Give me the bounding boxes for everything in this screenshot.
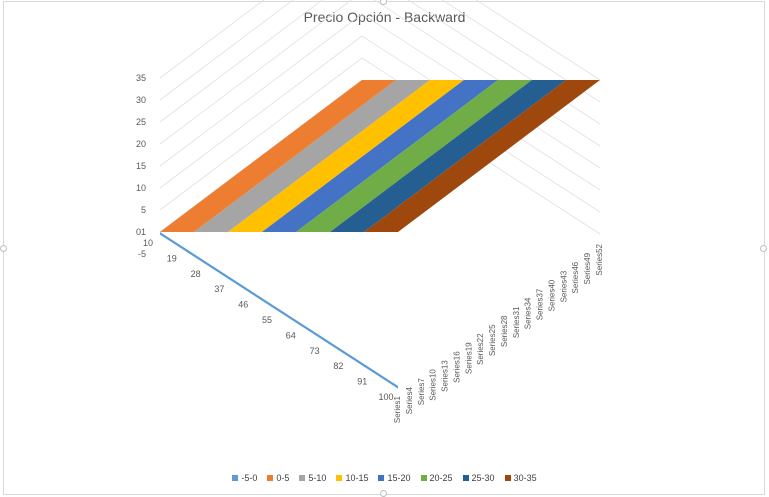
legend-label: 0-5 <box>276 473 290 483</box>
surface <box>160 80 600 389</box>
x-tick-label: 28 <box>191 269 201 279</box>
series-tick-label: Series43 <box>559 270 568 302</box>
legend-label: 5-10 <box>308 473 327 483</box>
series-tick-label: Series10 <box>429 369 438 401</box>
legend-label: 30-35 <box>513 473 537 483</box>
legend-swatch <box>336 475 343 481</box>
legend-label: 20-25 <box>429 473 453 483</box>
z-tick-label: 01 <box>136 227 146 237</box>
x-tick-label: 64 <box>286 330 296 340</box>
x-tick-label: 46 <box>238 300 248 310</box>
series-tick-label: Series4 <box>405 387 414 415</box>
legend-label: 15-20 <box>387 473 411 483</box>
z-tick-label: 25 <box>136 117 146 127</box>
legend-item: 5-10 <box>299 473 326 483</box>
resize-handle-right[interactable] <box>760 245 767 252</box>
z-tick-label: -5 <box>138 249 146 259</box>
surface-band-5-10 <box>194 80 430 232</box>
legend-item: 0-5 <box>267 473 289 483</box>
series-tick-label: Series22 <box>476 333 485 365</box>
resize-handle-top[interactable] <box>380 0 387 5</box>
surface-band-10-15 <box>228 80 464 232</box>
series-tick-label: Series40 <box>547 279 556 311</box>
surface-band-30-35 <box>364 80 600 232</box>
series-tick-label: Series25 <box>488 324 497 356</box>
legend-item: 15-20 <box>378 473 411 483</box>
series-tick-label: Series1 <box>393 395 402 423</box>
legend-item: 30-35 <box>504 473 537 483</box>
resize-handle-left[interactable] <box>0 245 7 252</box>
series-tick-label: Series16 <box>452 351 461 383</box>
series-tick-label: Series28 <box>500 315 509 347</box>
z-tick-label: 5 <box>141 205 146 215</box>
legend: -5-0 0-5 5-10 10-15 15-20 20-25 25-30 30-35 <box>0 473 769 483</box>
x-tick-label: 55 <box>262 315 272 325</box>
legend-swatch <box>299 475 306 481</box>
x-tick-label: 100 <box>378 392 393 402</box>
surface-band-0-5 <box>160 80 396 232</box>
x-tick-label: 82 <box>333 361 343 371</box>
series-tick-label: Series52 <box>595 243 604 275</box>
x-tick-label: 19 <box>167 253 177 263</box>
z-gridline <box>159 0 601 81</box>
z-tick-label: 35 <box>136 73 146 83</box>
series-tick-label: Series13 <box>441 360 450 392</box>
z-tick-label: 10 <box>136 183 146 193</box>
legend-swatch <box>267 475 274 481</box>
surface-edge <box>160 232 398 389</box>
x-tick-label: 73 <box>310 346 320 356</box>
z-gridline <box>159 57 601 213</box>
surface-band-20-25 <box>296 80 532 232</box>
series-tick-label: Series37 <box>536 288 545 320</box>
chart-title: Precio Opción - Backward <box>303 9 466 25</box>
legend-label: -5-0 <box>241 473 258 483</box>
z-tick-label: 20 <box>136 139 146 149</box>
x-tick-label: 37 <box>214 284 224 294</box>
legend-swatch <box>232 475 239 481</box>
legend-swatch <box>462 475 469 481</box>
series-tick-label: Series34 <box>524 297 533 329</box>
surface-band-15-20 <box>262 80 498 232</box>
legend-swatch <box>420 475 427 481</box>
z-gridline <box>159 0 601 103</box>
surface-band-25-30 <box>330 80 566 232</box>
x-tick-label: 10 <box>143 238 153 248</box>
legend-item: 20-25 <box>420 473 453 483</box>
legend-swatch <box>504 475 511 481</box>
legend-label: 25-30 <box>471 473 495 483</box>
axes: -5 01 5 10 15 20 25 30 35 10 19 28 37 46 55 64 73 82 91 100… <box>136 73 604 423</box>
legend-item: 10-15 <box>336 473 368 483</box>
legend-item: -5-0 <box>232 473 257 483</box>
z-tick-label: 30 <box>136 95 146 105</box>
series-tick-label: Series19 <box>464 342 473 374</box>
series-tick-label: Series49 <box>583 252 592 284</box>
z-gridline <box>159 0 601 125</box>
legend-item: 25-30 <box>462 473 495 483</box>
x-tick-label: 91 <box>357 377 367 387</box>
z-tick-label: 15 <box>136 161 146 171</box>
legend-swatch <box>378 475 385 481</box>
series-tick-label: Series46 <box>571 261 580 293</box>
legend-label: 10-15 <box>345 473 369 483</box>
series-tick-label: Series7 <box>417 378 426 406</box>
series-tick-label: Series31 <box>512 306 521 338</box>
